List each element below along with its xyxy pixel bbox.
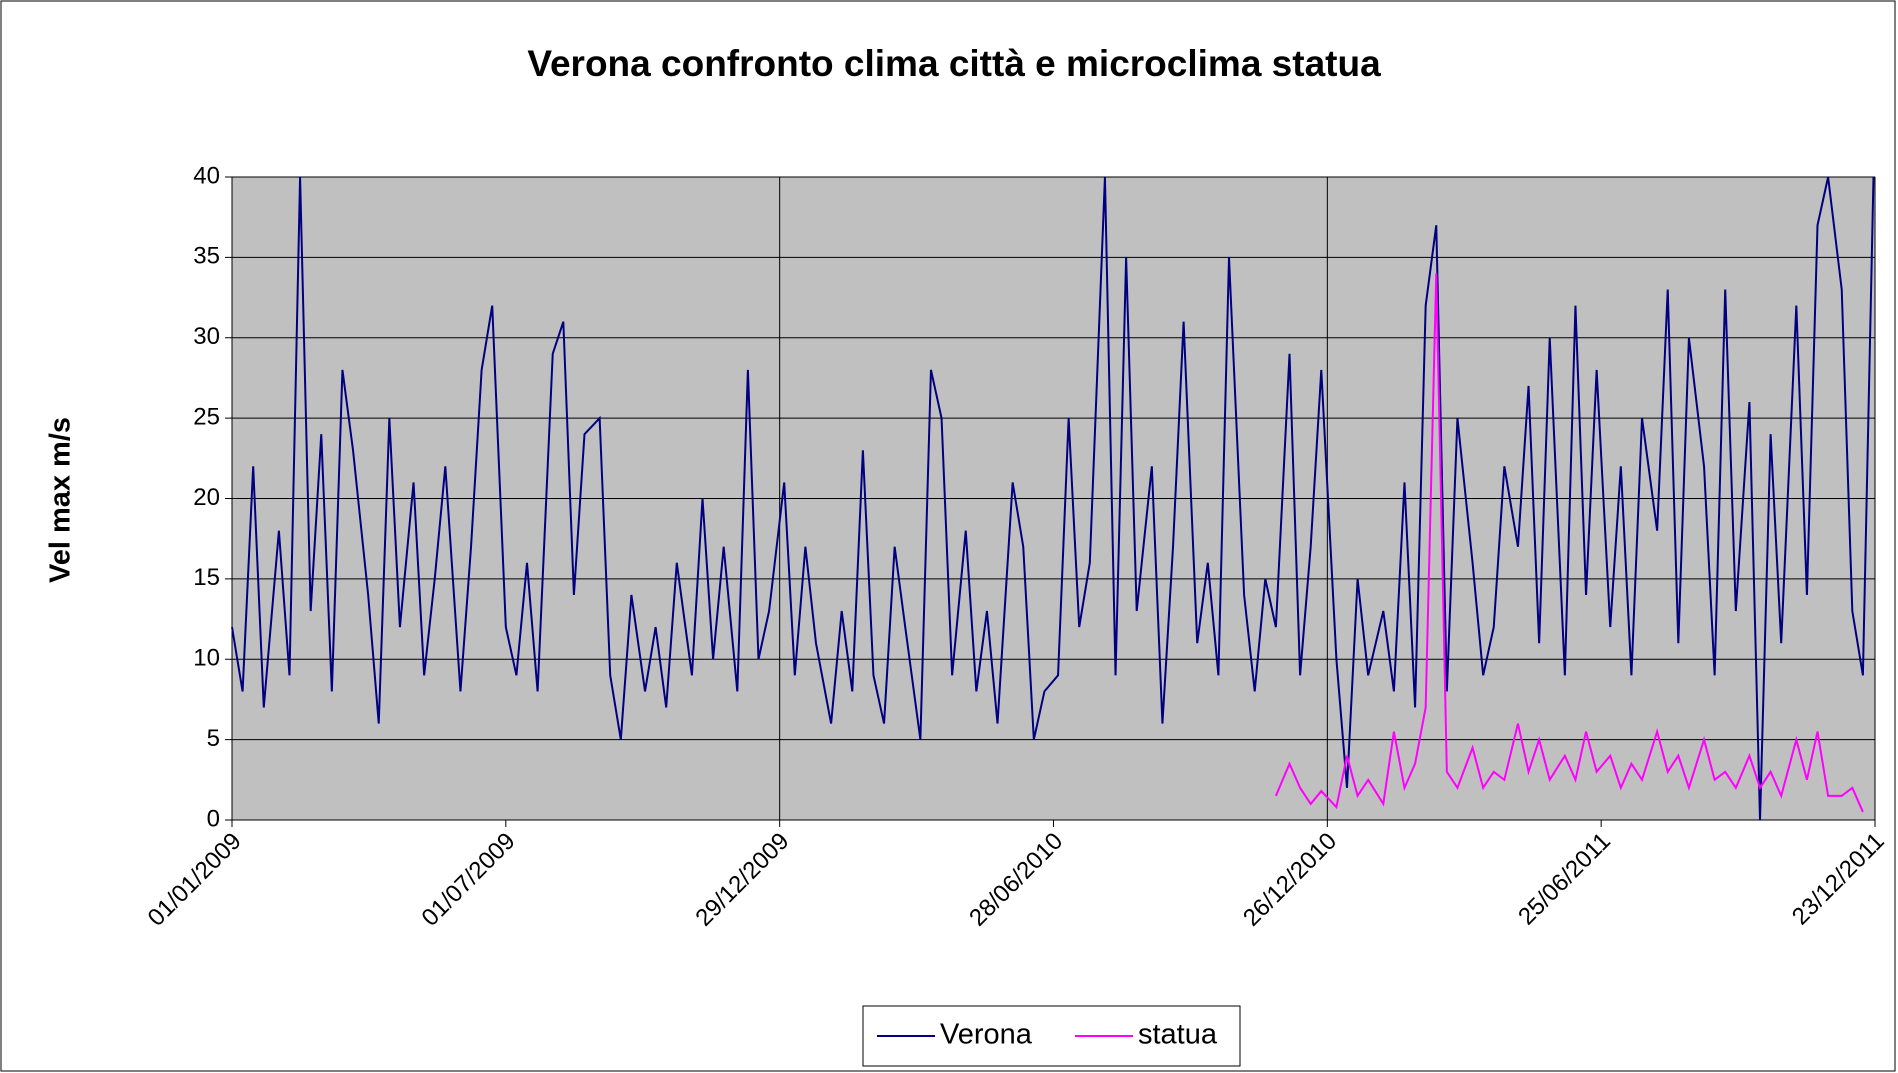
legend-label: Verona bbox=[940, 1019, 1033, 1051]
y-tick-label: 10 bbox=[193, 645, 220, 672]
y-tick-label: 15 bbox=[193, 564, 220, 591]
data-line bbox=[231, 176, 1875, 821]
y-tick-label: 40 bbox=[193, 162, 220, 189]
legend-label: statua bbox=[1138, 1019, 1218, 1051]
y-tick-label: 0 bbox=[207, 805, 220, 832]
y-tick-label: 5 bbox=[207, 725, 220, 752]
y-tick-label: 20 bbox=[193, 484, 220, 511]
y-tick-label: 30 bbox=[193, 323, 220, 350]
data-line bbox=[1274, 273, 1864, 813]
chart-title: Verona confronto clima città e microclim… bbox=[527, 43, 1381, 84]
y-tick-label: 25 bbox=[193, 403, 220, 430]
y-tick-label: 35 bbox=[193, 243, 220, 270]
y-axis-label: Vel max m/s bbox=[45, 417, 77, 583]
